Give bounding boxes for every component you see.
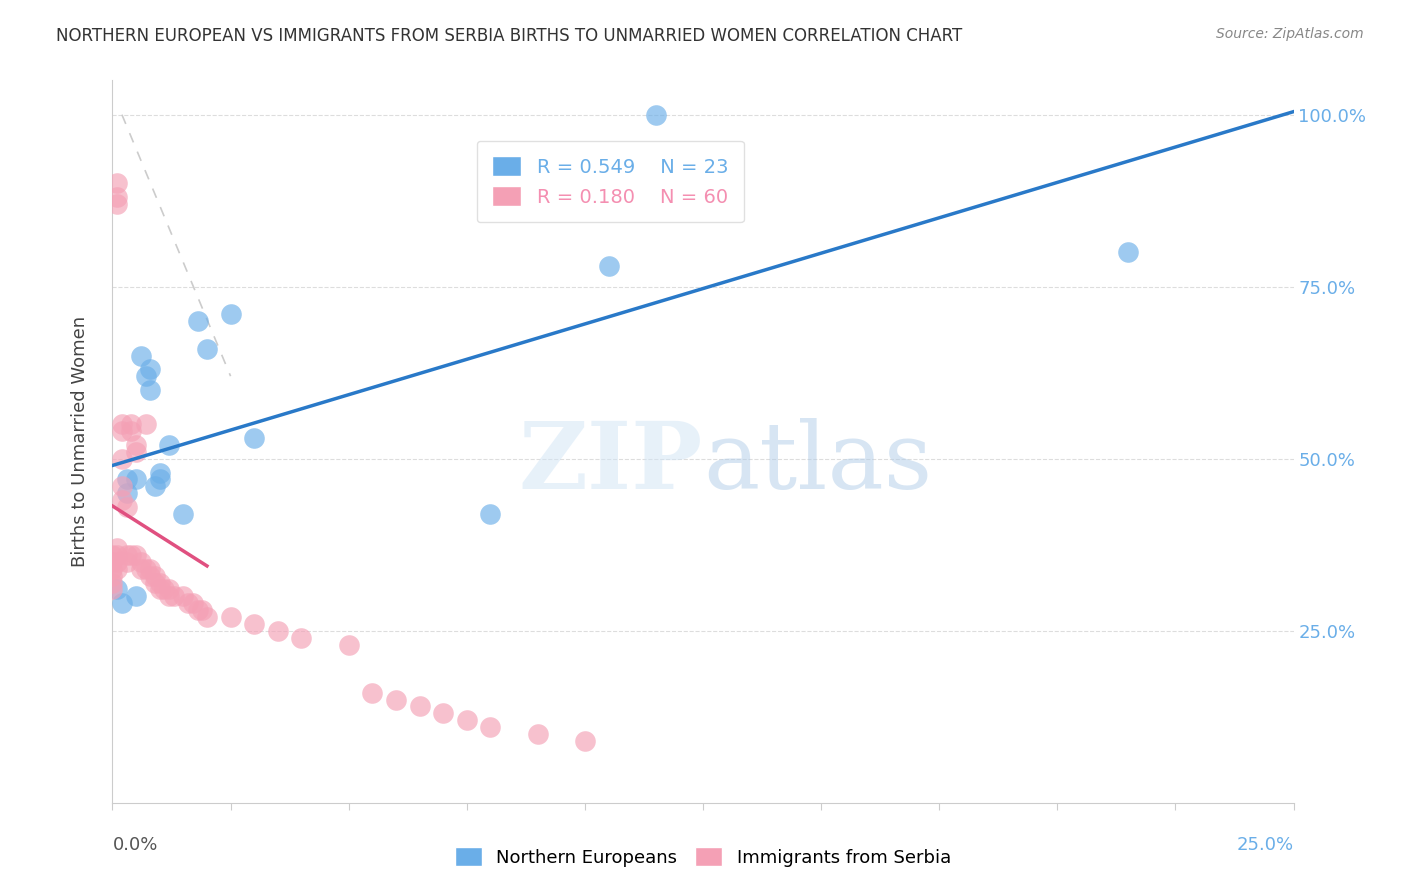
Point (191, 603, 214, 617)
Point (186, 603, 208, 617)
Point (181, 596, 204, 610)
Point (115, 486, 138, 500)
Text: 0.0%: 0.0% (112, 836, 157, 854)
Point (111, 596, 134, 610)
Point (644, 108, 666, 122)
Point (111, 424, 134, 438)
Point (526, 727, 548, 741)
Text: NORTHERN EUROPEAN VS IMMIGRANTS FROM SERBIA BIRTHS TO UNMARRIED WOMEN CORRELATIO: NORTHERN EUROPEAN VS IMMIGRANTS FROM SER… (56, 27, 963, 45)
Point (361, 686, 384, 700)
Point (479, 720, 502, 734)
Point (135, 417, 157, 432)
Point (172, 507, 194, 521)
Point (135, 562, 157, 576)
Point (1116, 245, 1139, 260)
Point (143, 568, 166, 582)
Point (172, 590, 194, 604)
Point (157, 582, 180, 597)
Point (101, 582, 124, 597)
Point (149, 466, 172, 480)
Point (139, 568, 162, 582)
Point (111, 479, 134, 493)
Point (157, 590, 180, 604)
Point (139, 383, 162, 397)
Point (115, 500, 138, 514)
Point (149, 472, 172, 486)
Point (456, 713, 478, 727)
Point (143, 575, 166, 590)
Y-axis label: Births to Unmarried Women: Births to Unmarried Women (70, 316, 89, 567)
Point (105, 190, 128, 204)
Point (125, 590, 148, 604)
Point (115, 472, 138, 486)
Point (115, 548, 138, 562)
Point (120, 424, 142, 438)
Point (143, 479, 166, 493)
Point (120, 417, 142, 432)
Point (186, 314, 208, 328)
Point (111, 451, 134, 466)
Point (105, 548, 128, 562)
Text: Source: ZipAtlas.com: Source: ZipAtlas.com (1216, 27, 1364, 41)
Point (125, 548, 148, 562)
Point (432, 706, 454, 721)
Point (105, 541, 128, 556)
Point (120, 548, 142, 562)
Point (219, 307, 242, 321)
Point (125, 472, 148, 486)
Point (177, 596, 200, 610)
Point (101, 575, 124, 590)
Point (153, 582, 176, 597)
Point (163, 590, 186, 604)
Point (105, 582, 128, 597)
Point (101, 562, 124, 576)
Text: atlas: atlas (703, 418, 932, 508)
Point (105, 197, 128, 211)
Text: ZIP: ZIP (519, 418, 703, 508)
Point (101, 555, 124, 569)
Point (139, 562, 162, 576)
Point (125, 438, 148, 452)
Point (149, 582, 172, 597)
Text: 25.0%: 25.0% (1236, 836, 1294, 854)
Point (111, 417, 134, 432)
Legend: Northern Europeans, Immigrants from Serbia: Northern Europeans, Immigrants from Serb… (447, 840, 959, 874)
Point (129, 555, 152, 569)
Point (105, 562, 128, 576)
Point (598, 259, 620, 273)
Point (219, 610, 242, 624)
Point (243, 431, 266, 445)
Point (139, 362, 162, 376)
Point (111, 493, 134, 508)
Point (408, 699, 430, 714)
Point (129, 562, 152, 576)
Point (129, 349, 152, 363)
Point (135, 369, 157, 384)
Point (337, 638, 360, 652)
Point (105, 555, 128, 569)
Point (479, 507, 502, 521)
Point (101, 548, 124, 562)
Point (125, 445, 148, 459)
Legend: R = 0.549    N = 23, R = 0.180    N = 60: R = 0.549 N = 23, R = 0.180 N = 60 (477, 141, 744, 222)
Point (574, 734, 596, 748)
Point (267, 624, 290, 638)
Point (195, 610, 218, 624)
Point (101, 568, 124, 582)
Point (290, 631, 312, 645)
Point (157, 438, 180, 452)
Point (149, 575, 172, 590)
Point (115, 555, 138, 569)
Point (195, 342, 218, 356)
Point (105, 177, 128, 191)
Point (385, 692, 408, 706)
Point (243, 616, 266, 631)
